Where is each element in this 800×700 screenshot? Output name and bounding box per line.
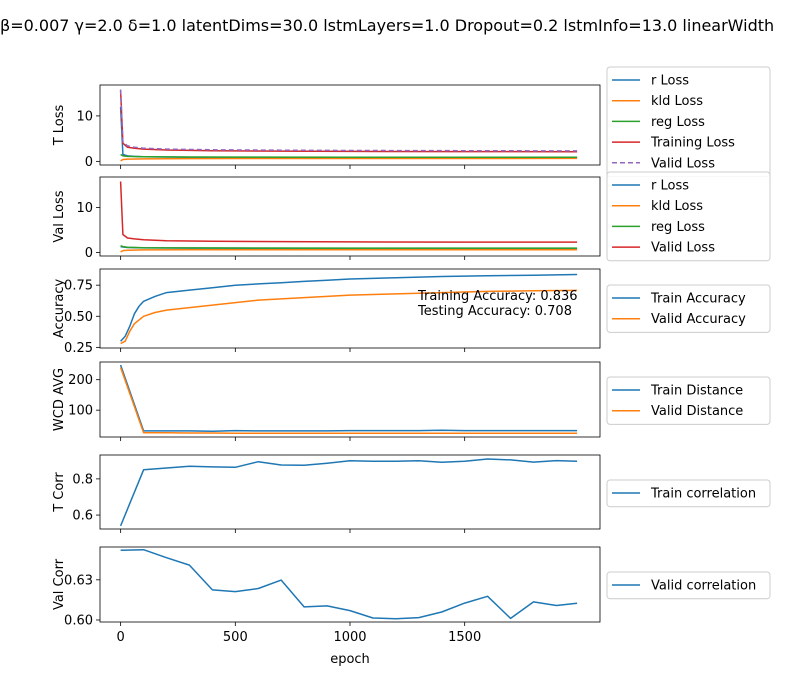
y-tick-label: 0.60: [64, 613, 93, 628]
series-line-valid-loss: [119, 89, 578, 152]
y-tick-label: 10: [76, 109, 93, 124]
legend-box: [606, 479, 771, 508]
legend: Train correlation: [606, 479, 771, 508]
legend-label: Training Loss: [650, 136, 735, 151]
figure-title: β=0.007 γ=2.0 δ=1.0 latentDims=30.0 lstm…: [0, 16, 774, 35]
series-line-valid-loss: [119, 181, 578, 243]
legend-label: Train correlation: [650, 487, 756, 502]
y-axis-label: Accuracy: [52, 279, 67, 339]
legend-label: Train Accuracy: [650, 292, 746, 307]
legend-label: Valid Loss: [651, 156, 715, 171]
legend-box: [606, 284, 771, 333]
subplot-t-loss: 0 10 T Loss: [52, 84, 601, 170]
legend-box: [606, 571, 771, 600]
legend: Valid correlation: [606, 571, 771, 600]
subplot-val-corr: 0.60 0.63 0 500 1000 1500 Val Corr: [52, 546, 601, 645]
legend-label: r Loss: [651, 74, 689, 89]
subplot-t-corr: 0.6 0.8 T Corr: [52, 454, 601, 533]
y-tick-label: 0: [85, 246, 93, 261]
accuracy-annotation: Training Accuracy: 0.836: [417, 289, 578, 304]
legend-label: reg Loss: [651, 220, 705, 235]
legend: r Loss kld Loss reg Loss Training Loss Valid…: [606, 66, 771, 177]
x-axis-label: epoch: [330, 652, 370, 667]
y-tick-label: 0.50: [64, 310, 93, 325]
legend-label: Train Distance: [650, 384, 743, 399]
legend: r Loss kld Loss reg Loss Valid Loss: [606, 171, 771, 262]
series-line-training-loss: [119, 90, 578, 153]
series-line-train-correlation: [119, 458, 578, 527]
y-tick-label: 0.8: [72, 472, 93, 487]
legend: Train Distance Valid Distance: [606, 376, 771, 425]
subplots: 0 10 T Loss r Loss kld Loss reg Loss Training …: [52, 66, 771, 645]
legend-label: Valid Distance: [651, 404, 743, 419]
y-tick-label: 0.63: [64, 573, 93, 588]
y-axis-label: WCD AVG: [52, 368, 67, 431]
x-tick-label: 1500: [448, 630, 481, 645]
axes-frame: [99, 84, 601, 166]
axes-frame: [99, 361, 601, 438]
legend-label: r Loss: [651, 179, 689, 194]
y-tick-label: 0.6: [72, 509, 93, 524]
x-tick-label: 0: [117, 630, 125, 645]
accuracy-annotation: Testing Accuracy: 0.708: [417, 304, 572, 319]
legend-label: kld Loss: [651, 94, 703, 109]
legend-label: Valid Loss: [651, 241, 715, 256]
series-line-train-accuracy: [120, 273, 578, 342]
y-tick-label: 0.75: [64, 279, 93, 294]
y-tick-label: 100: [68, 404, 93, 419]
series-line-reg-loss: [120, 245, 578, 249]
legend-label: kld Loss: [651, 199, 703, 214]
axes-frame: [99, 176, 601, 257]
y-tick-label: 10: [76, 201, 93, 216]
legend-label: Valid Accuracy: [651, 312, 746, 327]
y-tick-label: 0: [85, 155, 93, 170]
y-axis-label: T Corr: [52, 472, 67, 513]
series-line-kld-loss: [120, 248, 578, 253]
axes-frame: [99, 454, 601, 530]
x-tick-label: 500: [223, 630, 248, 645]
series-line-valid-accuracy: [120, 289, 578, 345]
series-line-valid-correlation: [120, 548, 578, 620]
y-axis-label: Val Corr: [52, 558, 67, 610]
legend: Train Accuracy Valid Accuracy: [606, 284, 771, 333]
y-axis-label: Val Loss: [52, 190, 67, 242]
x-tick-label: 1000: [333, 630, 366, 645]
y-tick-label: 200: [68, 373, 93, 388]
series-line-train-distance: [119, 364, 578, 432]
legend-label: Valid correlation: [651, 579, 756, 594]
series-line-reg-loss: [120, 153, 578, 159]
y-tick-label: 0.25: [64, 341, 93, 356]
legend-label: reg Loss: [651, 115, 705, 130]
subplot-val-loss: 0 10 Val Loss: [52, 176, 601, 261]
legend-box: [606, 171, 771, 262]
y-axis-label: T Loss: [52, 104, 67, 146]
series-line-kld-loss: [120, 157, 578, 162]
series-line-valid-distance: [119, 367, 578, 435]
legend-box: [606, 376, 771, 425]
